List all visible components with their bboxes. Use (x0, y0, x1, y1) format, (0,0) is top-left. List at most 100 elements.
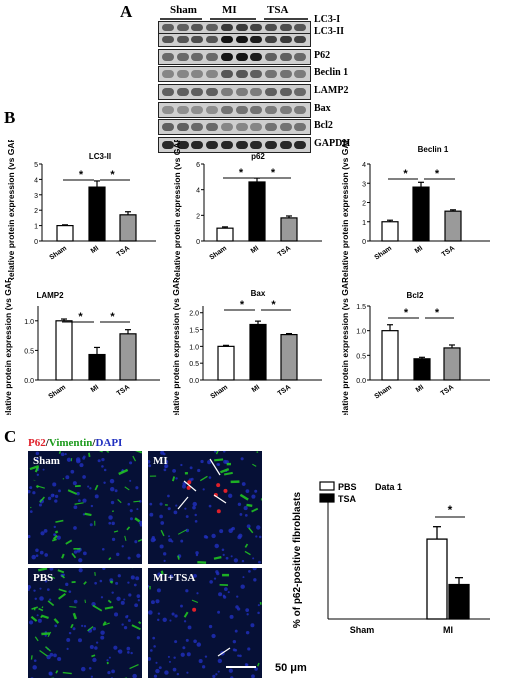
nucleus (162, 617, 167, 623)
nucleus (31, 554, 36, 560)
nucleus (180, 539, 184, 543)
nucleus (194, 513, 197, 517)
significance-star: * (435, 307, 440, 319)
nucleus (155, 668, 160, 674)
nucleus (109, 478, 115, 484)
nucleus (101, 465, 104, 468)
fluor-image-pbs: PBS (28, 568, 142, 678)
vimentin-signal (47, 631, 52, 638)
nucleus (56, 535, 61, 540)
bar-sham (381, 221, 399, 242)
nucleus (257, 611, 260, 615)
vimentin-signal (92, 604, 103, 612)
blot-band (176, 24, 189, 31)
vimentin-signal (191, 599, 199, 604)
vimentin-signal (214, 458, 224, 462)
nucleus (149, 649, 153, 652)
blot-band (264, 123, 277, 131)
p62-signal (186, 485, 191, 490)
nucleus (136, 636, 140, 640)
panel-a-letter: A (120, 2, 133, 21)
nucleus (108, 521, 112, 525)
stain-title: P62/Vimentin/DAPI (28, 437, 122, 449)
nucleus (233, 558, 239, 563)
nucleus (87, 485, 90, 488)
nucleus (214, 451, 217, 453)
blot-band (294, 53, 307, 61)
nucleus (163, 559, 166, 562)
nucleus (49, 652, 54, 657)
blot-band (176, 36, 189, 43)
nucleus (202, 665, 206, 669)
vimentin-signal (57, 569, 65, 574)
blot-band (235, 36, 248, 43)
nucleus (230, 676, 234, 678)
stain-p62: P62 (28, 437, 46, 449)
nucleus (108, 656, 111, 659)
nucleus (213, 577, 217, 580)
nucleus (66, 457, 72, 462)
y-axis-label: Relative protein expression (vs GAPDH) (172, 140, 182, 280)
nucleus (245, 489, 250, 493)
nucleus (196, 642, 202, 647)
fluor-image-mi-tsa: MI+TSA (148, 568, 262, 678)
nucleus (49, 568, 54, 571)
nucleus (38, 503, 42, 507)
nucleus (102, 568, 106, 570)
significance-star: * (271, 167, 276, 179)
nucleus (47, 496, 52, 501)
nucleus (134, 540, 138, 544)
nucleus (60, 452, 65, 457)
nucleus (29, 510, 33, 514)
nucleus (54, 624, 58, 628)
blot-band (191, 88, 204, 96)
y-tick-label: 0.0 (189, 378, 199, 385)
nucleus (139, 524, 142, 527)
nucleus (168, 535, 171, 538)
nucleus (89, 645, 94, 650)
vimentin-signal (62, 671, 72, 675)
nucleus (152, 636, 156, 640)
nucleus (33, 659, 37, 662)
blot-band (206, 88, 219, 96)
arrow-indicator (183, 480, 197, 492)
nucleus (189, 466, 193, 470)
nucleus (205, 535, 209, 539)
blot-band (294, 106, 307, 114)
nucleus (28, 620, 34, 625)
nucleus (78, 558, 83, 563)
nucleus (89, 487, 92, 490)
blot-band (220, 106, 233, 114)
vimentin-signal (252, 463, 257, 467)
vimentin-signal (29, 465, 40, 471)
significance-star: * (79, 169, 84, 181)
vimentin-signal (84, 512, 92, 517)
nucleus (135, 576, 140, 581)
nucleus (136, 508, 139, 511)
blot-band (279, 36, 292, 43)
vimentin-signal (67, 489, 78, 495)
bar-sham (216, 227, 234, 242)
blot-band (294, 88, 307, 96)
nucleus (92, 626, 96, 631)
y-tick-label: 0.0 (356, 378, 366, 385)
vimentin-signal (113, 530, 119, 533)
y-tick-label: 4 (196, 188, 200, 195)
blot-band (250, 70, 263, 78)
nucleus (28, 534, 31, 539)
nucleus (180, 463, 183, 467)
nucleus (246, 613, 249, 616)
vimentin-signal (71, 552, 77, 559)
nucleus (218, 592, 223, 597)
wb-label-gapdh: GAPDH (314, 138, 351, 149)
x-tick-label: MI (251, 384, 261, 394)
nucleus (222, 553, 225, 556)
nucleus (184, 507, 187, 510)
vimentin-signal (102, 621, 107, 626)
nucleus (187, 625, 192, 630)
nucleus (135, 486, 139, 490)
y-tick-label: 0 (196, 239, 200, 246)
nucleus (215, 673, 218, 676)
nucleus (186, 671, 189, 674)
nucleus (168, 660, 172, 663)
